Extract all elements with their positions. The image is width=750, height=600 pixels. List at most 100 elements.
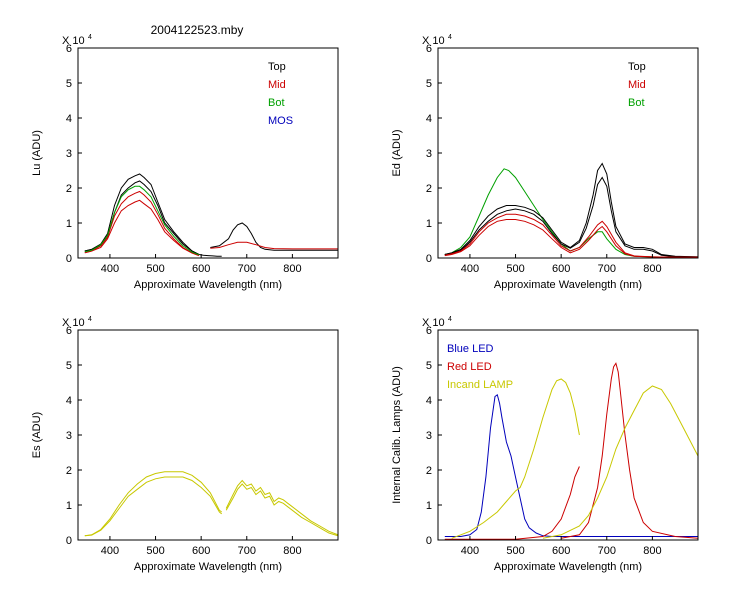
x-tick-label: 800 xyxy=(643,545,661,557)
y-tick-label: 3 xyxy=(426,148,432,160)
series-group xyxy=(444,362,698,540)
x-axis-label: Approximate Wavelength (nm) xyxy=(494,279,642,291)
series-line-mid xyxy=(444,219,698,258)
legend-entry-top: Top xyxy=(268,61,286,73)
legend-entry-red-led: Red LED xyxy=(447,361,492,373)
y-axis-label: Ed (ADU) xyxy=(391,129,403,176)
x-tick-label: 400 xyxy=(461,545,479,557)
plot-frame xyxy=(77,47,339,259)
y-tick-label: 5 xyxy=(426,78,432,90)
legend-entry-mos: MOS xyxy=(268,115,293,127)
y-exponent-label: X 10 xyxy=(62,317,85,329)
y-tick-label: 2 xyxy=(66,465,72,477)
series-line-blue-led xyxy=(444,393,698,537)
y-exponent-power: 4 xyxy=(88,316,92,323)
y-tick-label: 1 xyxy=(426,218,432,230)
series-group xyxy=(84,471,338,537)
x-tick-label: 400 xyxy=(101,263,119,275)
x-tick-label: 700 xyxy=(238,263,256,275)
x-tick-label: 600 xyxy=(552,263,570,275)
series-line-incand-lamp xyxy=(542,385,698,539)
x-tick-label: 500 xyxy=(146,263,164,275)
series-line-es xyxy=(225,483,338,537)
y-tick-label: 3 xyxy=(66,430,72,442)
series-line-mid xyxy=(444,213,698,258)
series-line-top xyxy=(444,162,698,258)
y-tick-label: 2 xyxy=(66,183,72,195)
y-tick-label: 2 xyxy=(426,465,432,477)
x-tick-label: 600 xyxy=(192,263,210,275)
series-group xyxy=(444,162,698,258)
legend-entry-incand-lamp: Incand LAMP xyxy=(447,379,513,391)
series-line-mid xyxy=(210,241,338,250)
y-tick-label: 0 xyxy=(66,535,72,547)
series-line-red-led xyxy=(444,466,580,540)
y-tick-label: 6 xyxy=(66,325,72,337)
series-line-top xyxy=(84,173,222,257)
series-line-bot xyxy=(84,185,200,256)
legend-entry-mid: Mid xyxy=(628,79,646,91)
x-tick-label: 500 xyxy=(506,545,524,557)
y-tick-label: 1 xyxy=(66,500,72,512)
x-tick-label: 400 xyxy=(461,263,479,275)
y-tick-label: 2 xyxy=(426,183,432,195)
y-tick-label: 3 xyxy=(66,148,72,160)
y-exponent-power: 4 xyxy=(448,316,452,323)
y-exponent-power: 4 xyxy=(448,34,452,41)
series-line-es xyxy=(84,476,223,537)
y-tick-label: 1 xyxy=(66,218,72,230)
x-tick-label: 800 xyxy=(283,545,301,557)
legend-entry-bot: Bot xyxy=(268,97,285,109)
y-exponent-label: X 10 xyxy=(422,317,445,329)
series-line-es xyxy=(225,479,338,536)
y-exponent-power: 4 xyxy=(88,34,92,41)
y-tick-label: 6 xyxy=(426,325,432,337)
series-line-mid xyxy=(84,199,200,257)
x-axis-label: Approximate Wavelength (nm) xyxy=(134,561,282,573)
x-tick-label: 500 xyxy=(146,545,164,557)
y-axis-label: Internal Calib. Lamps (ADU) xyxy=(391,366,403,504)
y-tick-label: 4 xyxy=(66,113,72,125)
legend-entry-mid: Mid xyxy=(268,79,286,91)
x-tick-label: 600 xyxy=(192,545,210,557)
y-tick-label: 5 xyxy=(66,360,72,372)
y-tick-label: 4 xyxy=(66,395,72,407)
x-tick-label: 400 xyxy=(101,545,119,557)
series-line-top xyxy=(444,176,698,258)
x-axis-label: Approximate Wavelength (nm) xyxy=(134,279,282,291)
x-tick-label: 700 xyxy=(598,545,616,557)
legend-entry-top: Top xyxy=(628,61,646,73)
series-line-red-led xyxy=(561,362,698,539)
y-exponent-label: X 10 xyxy=(422,35,445,47)
y-tick-label: 6 xyxy=(426,43,432,55)
y-tick-label: 1 xyxy=(426,500,432,512)
x-tick-label: 600 xyxy=(552,545,570,557)
figure-title: 2004122523.mby xyxy=(151,23,244,37)
x-tick-label: 700 xyxy=(598,263,616,275)
y-tick-label: 4 xyxy=(426,395,432,407)
y-exponent-label: X 10 xyxy=(62,35,85,47)
x-tick-label: 500 xyxy=(506,263,524,275)
x-axis-label: Approximate Wavelength (nm) xyxy=(494,561,642,573)
y-tick-label: 5 xyxy=(426,360,432,372)
series-line-es xyxy=(84,471,222,537)
series-line-mid xyxy=(84,190,200,256)
series-line-bot xyxy=(444,168,698,258)
x-tick-label: 800 xyxy=(283,263,301,275)
y-tick-label: 5 xyxy=(66,78,72,90)
y-axis-label: Es (ADU) xyxy=(31,412,43,458)
y-tick-label: 0 xyxy=(426,535,432,547)
y-axis-label: Lu (ADU) xyxy=(31,130,43,176)
series-line-incand-lamp xyxy=(451,378,580,539)
series-group xyxy=(84,173,338,257)
y-tick-label: 4 xyxy=(426,113,432,125)
legend-entry-blue-led: Blue LED xyxy=(447,343,494,355)
plot-frame xyxy=(437,47,699,259)
x-tick-label: 800 xyxy=(643,263,661,275)
legend-entry-bot: Bot xyxy=(628,97,645,109)
